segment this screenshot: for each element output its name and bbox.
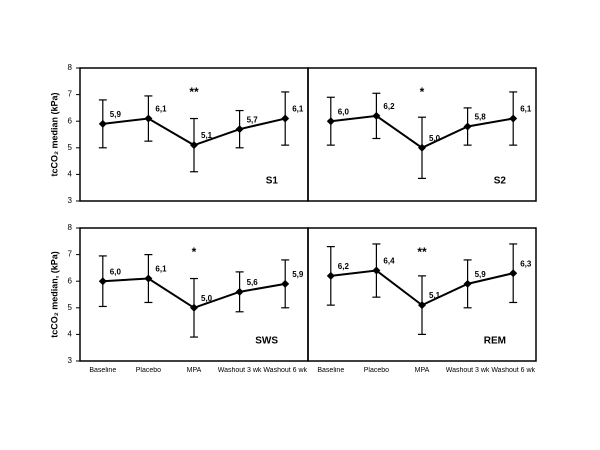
point: [190, 141, 198, 150]
point: [144, 274, 153, 283]
x-label-box: Baseline: [89, 367, 117, 374]
point: [98, 277, 107, 286]
x-tick-label: Washout 6 wk: [491, 367, 536, 374]
value-label: 5,6: [247, 278, 259, 287]
significance: **: [417, 245, 427, 259]
panel-label: REM: [484, 336, 506, 347]
point: [235, 287, 244, 296]
x-tick-label: Placebo: [135, 367, 162, 374]
x-label-box: Placebo: [363, 367, 390, 374]
y-axis-label: tcCO₂ median, (kPa): [49, 251, 59, 338]
point: [326, 271, 335, 280]
value-label: 6,0: [338, 107, 350, 116]
y-tick-label: 6: [68, 276, 73, 285]
x-label-box: Baseline: [317, 367, 345, 374]
point: [235, 125, 244, 134]
panel-frame: [307, 67, 537, 202]
y-tick-label: 4: [68, 330, 73, 339]
value-label: 6,1: [155, 265, 167, 274]
point: [463, 279, 472, 288]
value-label: 5,8: [475, 113, 487, 122]
value-label: 6,2: [383, 102, 395, 111]
value-label: 5,0: [201, 294, 213, 303]
x-label-box: Washout 6 wk: [263, 367, 308, 374]
significance: *: [420, 85, 425, 99]
x-tick-label: Washout 3 wk: [217, 367, 262, 374]
y-tick-label: 3: [68, 196, 73, 205]
y-tick-label: 8: [68, 63, 73, 72]
x-label-box: MPA: [186, 367, 202, 374]
x-label-box: MPA: [414, 367, 430, 374]
value-label: 5,7: [247, 115, 259, 124]
point: [463, 122, 472, 131]
x-tick-label: Washout 6 wk: [263, 367, 308, 374]
value-label: 6,2: [338, 262, 350, 271]
point: [281, 279, 290, 288]
x-tick-label: Baseline: [317, 367, 345, 374]
value-label: 6,0: [110, 267, 122, 276]
point: [144, 114, 153, 123]
y-tick-label: 5: [68, 303, 73, 312]
x-tick-label: MPA: [186, 367, 202, 374]
y-tick-label: 7: [68, 250, 73, 259]
panel-label: S1: [266, 176, 279, 187]
x-label-box: Placebo: [135, 367, 162, 374]
value-label: 6,4: [383, 257, 395, 266]
value-label: 5,9: [475, 270, 487, 279]
x-label-box: Washout 6 wk: [491, 367, 536, 374]
x-tick-label: MPA: [414, 367, 430, 374]
y-tick-label: 6: [68, 116, 73, 125]
y-tick-label: 3: [68, 356, 73, 365]
value-label: 5,9: [110, 110, 122, 119]
point: [509, 269, 518, 278]
point: [418, 301, 426, 310]
point: [190, 303, 198, 312]
y-tick-label: 5: [68, 143, 73, 152]
x-tick-label: Baseline: [89, 367, 117, 374]
y-tick-label: 8: [68, 223, 73, 232]
value-label: 5,9: [292, 270, 304, 279]
value-label: 5,0: [429, 134, 441, 143]
x-tick-label: Placebo: [363, 367, 390, 374]
point: [372, 266, 381, 275]
x-label-box: Washout 3 wk: [445, 367, 490, 374]
point: [98, 119, 107, 128]
x-tick-label: Washout 3 wk: [445, 367, 490, 374]
value-label: 6,3: [520, 259, 532, 268]
value-label: 6,1: [520, 105, 532, 114]
panel-frame: [307, 227, 537, 362]
point: [281, 114, 290, 123]
y-tick-label: 4: [68, 170, 73, 179]
point: [372, 111, 381, 120]
panel-label: SWS: [255, 336, 278, 347]
y-axis-label: tcCO₂ median (kPa): [49, 92, 59, 176]
point: [326, 117, 335, 126]
significance: **: [189, 85, 199, 99]
value-label: 6,1: [155, 105, 167, 114]
point: [509, 114, 518, 123]
y-tick-label: 7: [68, 90, 73, 99]
point: [418, 143, 426, 152]
significance: *: [192, 245, 197, 259]
value-label: 5,1: [429, 291, 441, 300]
value-label: 6,1: [292, 105, 304, 114]
panel-label: S2: [494, 176, 507, 187]
value-label: 5,1: [201, 131, 213, 140]
x-label-box: Washout 3 wk: [217, 367, 262, 374]
